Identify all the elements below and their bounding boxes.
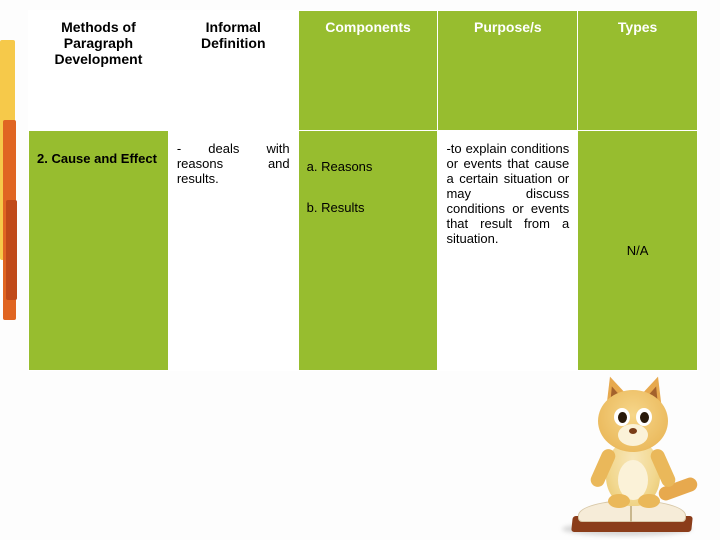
left-accent-bars bbox=[0, 0, 18, 540]
components-a: a. Reasons bbox=[307, 159, 430, 174]
header-methods: Methods of Paragraph Development bbox=[29, 11, 169, 131]
cat-icon bbox=[584, 366, 684, 506]
header-definition: Informal Definition bbox=[168, 11, 298, 131]
accent-bar-darkorange bbox=[6, 200, 17, 300]
cell-components: a. Reasons b. Results bbox=[298, 131, 438, 371]
header-row: Methods of Paragraph Development Informa… bbox=[29, 11, 698, 131]
cell-method: 2. Cause and Effect bbox=[29, 131, 169, 371]
header-types: Types bbox=[578, 11, 698, 131]
header-purpose: Purpose/s bbox=[438, 11, 578, 131]
table-row: 2. Cause and Effect - deals with reasons… bbox=[29, 131, 698, 371]
cell-purpose: -to explain conditions or events that ca… bbox=[438, 131, 578, 371]
cat-mascot bbox=[552, 362, 702, 532]
cell-definition: - deals with reasons and results. bbox=[168, 131, 298, 371]
content-table: Methods of Paragraph Development Informa… bbox=[28, 10, 698, 371]
header-components: Components bbox=[298, 11, 438, 131]
components-b: b. Results bbox=[307, 200, 430, 215]
cell-types: N/A bbox=[578, 131, 698, 371]
